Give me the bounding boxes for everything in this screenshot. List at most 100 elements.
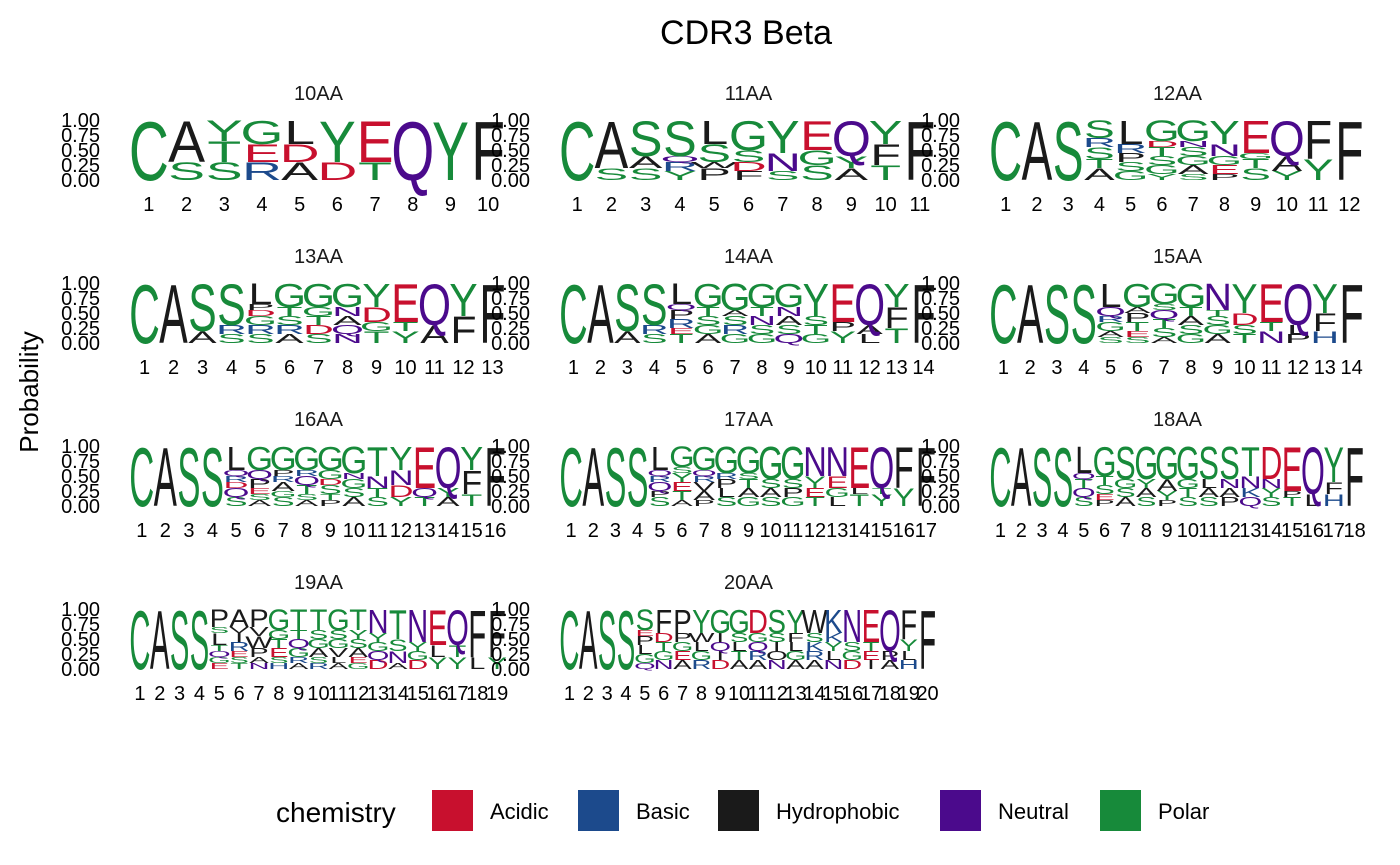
x-tick-label: 8 — [811, 194, 822, 216]
y-tick-label: 0.00 — [491, 170, 530, 192]
x-tick-label: 15 — [870, 520, 892, 542]
logo-glyph-G: G — [736, 440, 761, 482]
logo-glyph-C: C — [559, 595, 579, 688]
facet-title: 11AA — [725, 83, 773, 105]
logo-glyph-N: N — [407, 601, 428, 652]
x-tick-label: 4 — [207, 520, 218, 542]
x-tick-label: 10 — [760, 520, 782, 542]
logo-glyph-G: G — [302, 277, 335, 315]
logo-glyph-Y: Y — [883, 277, 909, 314]
x-tick-label: 9 — [715, 683, 726, 705]
x-tick-label: 2 — [1031, 194, 1042, 216]
x-tick-label: 20 — [916, 683, 938, 705]
y-tick-label: 0.00 — [61, 659, 100, 681]
logo-glyph-Y: Y — [449, 276, 477, 327]
logo-glyph-A: A — [579, 595, 598, 688]
x-tick-label: 5 — [1105, 357, 1116, 379]
logo-glyph-G: G — [693, 277, 724, 314]
x-tick-label: 14 — [912, 357, 934, 379]
logo-glyph-T: T — [310, 605, 328, 637]
logo-glyph-Y: Y — [1231, 275, 1257, 322]
x-tick-label: 5 — [214, 683, 225, 705]
logo-glyph-N: N — [1203, 277, 1231, 319]
x-tick-label: 12 — [859, 357, 881, 379]
x-tick-label: 4 — [256, 194, 267, 216]
x-tick-label: 16 — [893, 520, 915, 542]
x-tick-label: 11 — [909, 194, 930, 216]
x-tick-label: 2 — [1016, 520, 1027, 542]
facet-title: 19AA — [294, 572, 344, 594]
logo-glyph-D: D — [1260, 439, 1282, 490]
logo-glyph-S: S — [663, 110, 697, 167]
logo-glyph-A: A — [1011, 432, 1031, 525]
logo-glyph-E: E — [862, 602, 880, 653]
facet-20AA: 20AA1.000.750.500.250.00 C1A2S3S4QGLPES5N… — [491, 572, 939, 705]
x-tick-label: 2 — [606, 194, 617, 216]
x-tick-label: 8 — [1219, 194, 1230, 216]
x-tick-label: 4 — [194, 683, 205, 705]
x-tick-label: 6 — [1099, 520, 1110, 542]
logo-glyph-Y: Y — [1312, 275, 1338, 322]
x-tick-label: 4 — [1057, 520, 1068, 542]
facet-17AA: 17AA1.000.750.500.250.00 C1A2S3S4SPQRQL5A… — [491, 409, 937, 542]
x-tick-label: 12 — [1338, 194, 1360, 216]
logo-glyph-C: C — [989, 267, 1017, 360]
x-tick-label: 9 — [1212, 357, 1223, 379]
logo-glyph-S: S — [1032, 432, 1052, 525]
x-tick-label: 6 — [703, 357, 714, 379]
logo-glyph-C: C — [989, 432, 1011, 525]
x-tick-label: 5 — [709, 194, 720, 216]
logo-glyph-Y: Y — [389, 440, 412, 477]
facet-title: 16AA — [294, 409, 344, 431]
y-tick-label: 0.00 — [921, 333, 960, 355]
legend-label-neutral: Neutral — [998, 799, 1069, 824]
logo-glyph-F: F — [1304, 109, 1332, 171]
logo-glyph-Q: Q — [832, 110, 871, 167]
logo-glyph-Q: Q — [879, 597, 901, 663]
logo-glyph-K: K — [824, 602, 843, 640]
x-tick-label: 17 — [1323, 520, 1345, 542]
logo-glyph-A: A — [1022, 106, 1053, 199]
logo-glyph-Y: Y — [803, 275, 829, 327]
x-tick-label: 7 — [369, 194, 380, 216]
x-tick-label: 4 — [226, 357, 237, 379]
logo-glyph-G: G — [720, 277, 751, 319]
logo-glyph-Q: Q — [418, 272, 451, 337]
x-tick-label: 3 — [622, 357, 633, 379]
logo-glyph-S: S — [170, 594, 189, 687]
logo-glyph-G: G — [246, 440, 273, 477]
x-tick-label: 12 — [390, 520, 412, 542]
logo-glyph-A: A — [582, 431, 604, 525]
y-tick-label: 0.00 — [61, 333, 100, 355]
x-tick-label: 2 — [168, 357, 179, 379]
x-tick-label: 9 — [325, 520, 336, 542]
x-tick-label: 16 — [484, 520, 506, 542]
logo-glyph-S: S — [1053, 106, 1084, 199]
logo-glyph-G: G — [1176, 277, 1207, 315]
x-tick-label: 4 — [1078, 357, 1089, 379]
y-tick-label: 0.00 — [491, 333, 530, 355]
logo-glyph-E: E — [849, 436, 871, 502]
x-tick-label: 11 — [1261, 357, 1282, 379]
x-tick-label: 4 — [674, 194, 685, 216]
y-tick-label: 0.00 — [61, 170, 100, 192]
logo-glyph-F: F — [1345, 432, 1364, 525]
logo-glyph-A: A — [150, 594, 170, 687]
logo-glyph-Y: Y — [319, 110, 356, 176]
x-tick-label: 10 — [394, 357, 416, 379]
facet-11AA: 11AA1.000.750.500.250.00 C1SA2SAS3YRQS4PW… — [491, 83, 935, 216]
logo-glyph-L: L — [670, 278, 692, 311]
logo-glyph-Y: Y — [1324, 436, 1344, 493]
logo-glyph-N: N — [825, 438, 849, 485]
x-tick-label: 18 — [1343, 520, 1365, 542]
x-tick-label: 2 — [595, 357, 606, 379]
logo-glyph-L: L — [1118, 114, 1144, 152]
logo-glyph-C: C — [559, 104, 595, 199]
x-tick-label: 2 — [1025, 357, 1036, 379]
x-tick-label: 6 — [332, 194, 343, 216]
logo-glyph-G: G — [273, 277, 306, 315]
logo-glyph-T: T — [389, 601, 407, 649]
logo-glyph-S: S — [636, 604, 654, 637]
logo-glyph-S: S — [217, 272, 245, 337]
